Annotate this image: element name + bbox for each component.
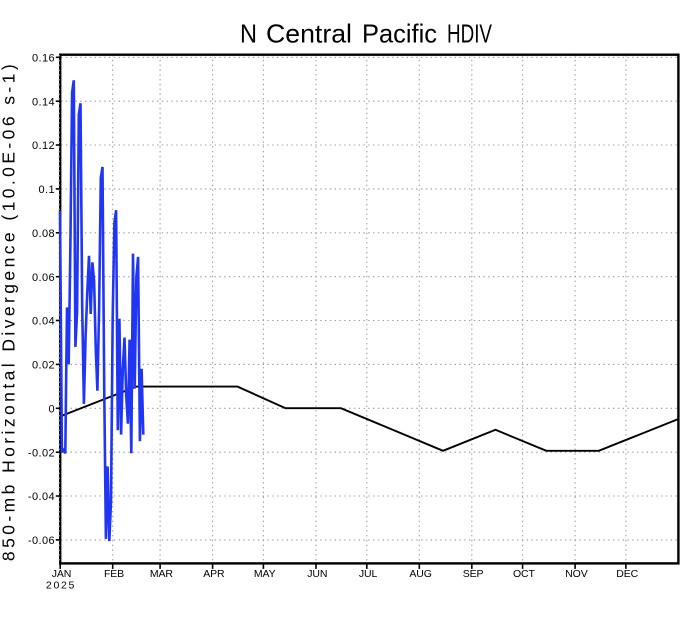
svg-text:0.1: 0.1 [39,184,56,196]
svg-text:0.12: 0.12 [32,140,55,152]
svg-text:DEC: DEC [616,568,638,580]
svg-text:FEB: FEB [104,568,124,580]
svg-text:0: 0 [48,404,55,416]
svg-text:0.16: 0.16 [32,53,55,65]
svg-text:Pacific: Pacific [362,19,437,49]
svg-text:0.02: 0.02 [32,360,55,372]
svg-text:Central: Central [266,19,352,49]
svg-text:-0.06: -0.06 [28,535,55,547]
svg-text:850-mb Horizontal Divergence (: 850-mb Horizontal Divergence (10.0E-06 s… [0,61,19,561]
svg-text:0.08: 0.08 [32,228,55,240]
svg-text:MAR: MAR [150,568,174,580]
svg-text:N: N [240,19,257,49]
svg-text:-0.04: -0.04 [28,491,55,503]
svg-text:-0.02: -0.02 [28,447,55,459]
svg-text:0.14: 0.14 [32,96,55,108]
svg-text:SEP: SEP [463,568,484,580]
svg-text:JUN: JUN [307,568,327,580]
svg-text:HDIV: HDIV [447,19,492,49]
svg-text:OCT: OCT [513,568,536,580]
svg-text:0.06: 0.06 [32,272,55,284]
svg-text:NOV: NOV [565,568,588,580]
svg-text:AUG: AUG [409,568,431,580]
svg-text:JUL: JUL [359,568,378,580]
svg-text:2025: 2025 [46,580,76,592]
svg-text:0.04: 0.04 [32,316,55,328]
svg-text:APR: APR [203,568,225,580]
svg-text:MAY: MAY [254,568,276,580]
svg-text:JAN: JAN [52,568,72,580]
